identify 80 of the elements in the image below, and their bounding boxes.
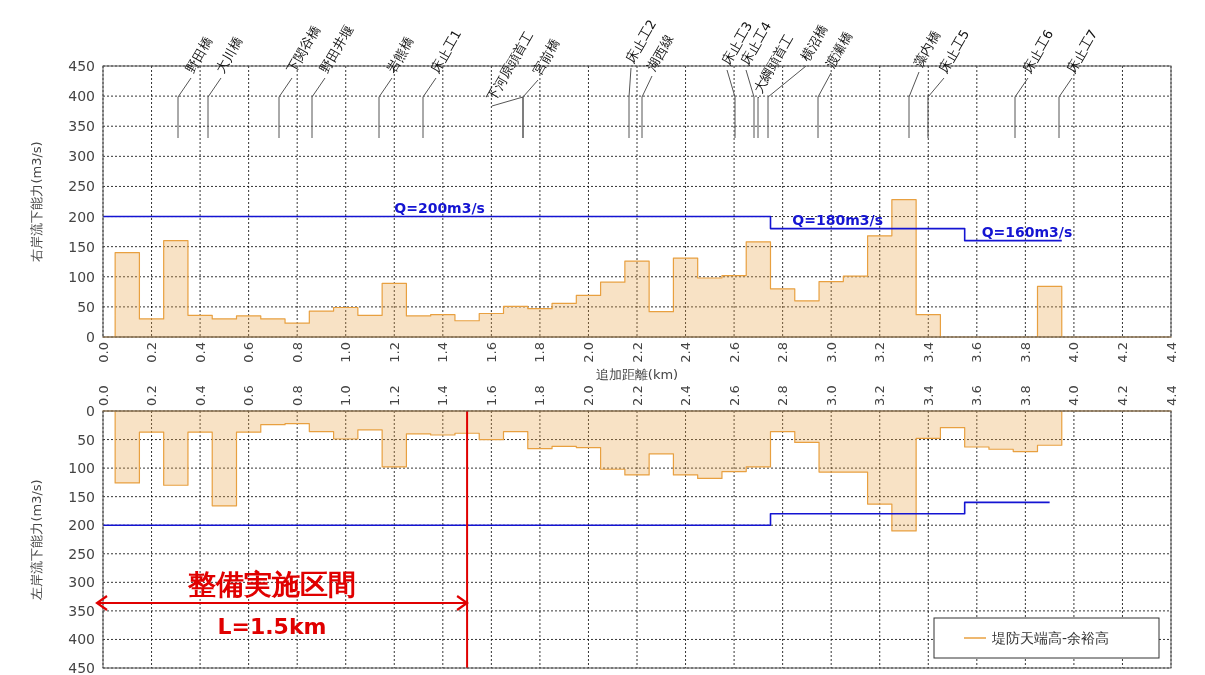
x-tick-label: 1.8 (532, 385, 548, 406)
annotation: Q=160m3/s (981, 223, 1073, 240)
y-axis-title: 右岸流下能力(m3/s) (28, 141, 44, 262)
legend-label: 堤防天端高-余裕高 (991, 630, 1110, 646)
y-tick-label: 50 (77, 298, 95, 315)
x-tick-label: 0.8 (289, 342, 305, 363)
y-tick-label: 150 (68, 238, 95, 255)
x-tick-label: 1.4 (435, 342, 451, 363)
y-tick-label: 250 (68, 178, 95, 195)
annotation: 床止工7 (1063, 27, 1101, 76)
x-tick-label: 3.8 (1017, 385, 1033, 406)
annotation: 床止工1 (427, 27, 465, 76)
annotation: L=1.5km (217, 613, 327, 639)
x-tick-label: 0.0 (95, 385, 111, 406)
y-tick-label: 50 (77, 431, 95, 448)
x-tick-label: 4.4 (1163, 342, 1179, 363)
y-tick-label: 100 (68, 268, 95, 285)
x-tick-label: 4.0 (1066, 342, 1082, 363)
x-tick-label: 0.4 (192, 385, 208, 406)
x-tick-label: 3.4 (920, 385, 936, 406)
x-tick-label: 3.4 (920, 342, 936, 363)
x-tick-label: 0.8 (289, 385, 305, 406)
x-tick-label: 2.6 (726, 342, 742, 363)
x-tick-label: 2.8 (775, 342, 791, 363)
y-axis-title: 左岸流下能力(m3/s) (28, 479, 44, 600)
x-tick-label: 3.0 (823, 342, 839, 363)
x-axis-title: 追加距離(km) (595, 367, 679, 382)
x-tick-label: 1.0 (338, 342, 354, 363)
x-tick-label: 1.4 (435, 385, 451, 406)
annotation: 岩熊橋 (383, 34, 417, 76)
y-tick-label: 0 (86, 329, 95, 345)
x-tick-label: 3.2 (872, 385, 888, 406)
y-tick-label: 200 (68, 517, 95, 534)
y-tick-label: 300 (68, 148, 95, 165)
x-tick-label: 0.6 (241, 342, 257, 363)
legend: 堤防天端高-余裕高 (933, 617, 1160, 659)
y-tick-label: 100 (68, 460, 95, 477)
x-tick-label: 3.6 (969, 385, 985, 406)
x-tick-label: 1.6 (483, 342, 499, 363)
y-tick-label: 150 (68, 488, 95, 505)
x-tick-label: 3.2 (872, 342, 888, 363)
x-tick-label: 3.0 (823, 385, 839, 406)
annotation: Q=180m3/s (792, 211, 883, 228)
x-tick-label: 0.2 (144, 385, 160, 406)
x-tick-label: 0.0 (95, 342, 111, 363)
x-tick-label: 1.2 (386, 342, 402, 363)
x-tick-label: 0.4 (192, 342, 208, 363)
x-tick-label: 2.6 (726, 385, 742, 406)
x-tick-label: 2.2 (629, 342, 645, 363)
y-tick-label: 0 (86, 403, 95, 419)
x-tick-label: 2.4 (678, 385, 694, 406)
x-tick-label: 2.2 (629, 385, 645, 406)
x-tick-label: 4.2 (1114, 385, 1130, 406)
x-tick-label: 2.4 (678, 342, 694, 363)
x-tick-label: 4.4 (1163, 385, 1179, 406)
x-tick-label: 1.6 (483, 385, 499, 406)
y-tick-label: 200 (68, 208, 95, 225)
annotation: 床止工6 (1019, 27, 1057, 76)
y-tick-label: 300 (68, 574, 95, 591)
y-tick-label: 250 (68, 545, 95, 562)
y-tick-label: 400 (68, 88, 95, 105)
y-tick-label: 450 (68, 58, 95, 74)
x-tick-label: 0.2 (144, 342, 160, 363)
x-tick-label: 3.8 (1017, 342, 1033, 363)
x-tick-label: 4.0 (1066, 385, 1082, 406)
annotation: Q=200m3/s (394, 199, 485, 216)
y-tick-label: 450 (68, 660, 95, 675)
annotation: 整備実施区間 (187, 567, 356, 601)
x-tick-label: 1.2 (386, 385, 402, 406)
x-tick-label: 0.6 (241, 385, 257, 406)
x-tick-label: 1.8 (532, 342, 548, 363)
x-tick-label: 2.0 (580, 385, 596, 406)
y-tick-label: 400 (68, 631, 95, 648)
x-tick-label: 4.2 (1114, 342, 1130, 363)
x-tick-label: 2.8 (775, 385, 791, 406)
y-tick-label: 350 (68, 118, 95, 135)
x-tick-label: 3.6 (969, 342, 985, 363)
x-tick-label: 1.0 (338, 385, 354, 406)
x-tick-label: 2.0 (580, 342, 596, 363)
y-tick-label: 350 (68, 602, 95, 619)
